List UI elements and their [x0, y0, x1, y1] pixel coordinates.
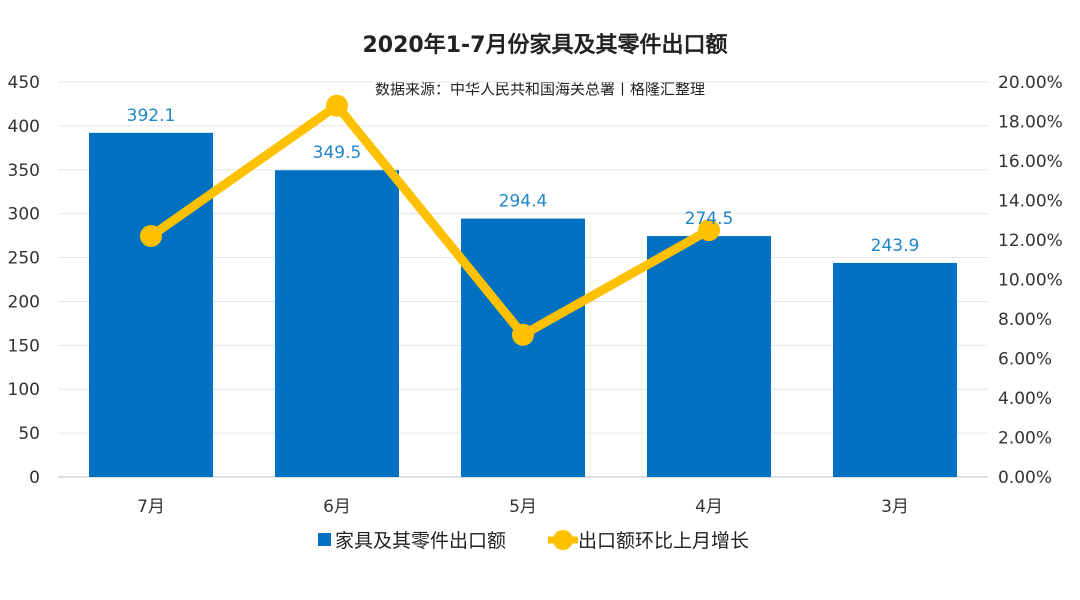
y-left-tick-label: 150 [8, 336, 40, 356]
legend-swatch-bar [318, 533, 331, 546]
y-left-tick-label: 350 [8, 161, 40, 181]
x-tick-label: 3月 [881, 497, 909, 517]
x-axis: 7月 6月 5月 4月 3月 [137, 497, 909, 517]
bar-series [89, 132, 957, 478]
y-right-tick-label: 8.00% [998, 310, 1052, 330]
bar-data-label: 274.5 [685, 209, 734, 229]
y-left-tick-label: 0 [29, 468, 40, 488]
bar [461, 218, 585, 478]
y-left-tick-label: 300 [8, 205, 40, 225]
bar [275, 170, 399, 477]
bar [833, 262, 957, 477]
x-tick-label: 7月 [137, 497, 165, 517]
y-right-tick-label: 6.00% [998, 350, 1052, 370]
y-right-tick-label: 20.00% [998, 73, 1063, 93]
y-right-tick-label: 2.00% [998, 429, 1052, 449]
x-tick-label: 6月 [323, 497, 351, 517]
bar-data-label: 294.4 [499, 192, 548, 212]
y-right-tick-label: 16.00% [998, 152, 1063, 172]
y-axis-right: 0.00% 2.00% 4.00% 6.00% 8.00% 10.00% 12.00% 14.… [998, 73, 1063, 488]
legend-label-bar: 家具及其零件出口额 [335, 530, 506, 552]
bar-data-label: 243.9 [871, 236, 920, 256]
y-left-tick-label: 200 [8, 292, 40, 312]
bar-data-label: 349.5 [313, 143, 362, 163]
y-left-tick-label: 50 [18, 424, 40, 444]
legend: 家具及其零件出口额 出口额环比上月增长 [318, 530, 749, 552]
line-series [140, 94, 720, 346]
x-tick-label: 5月 [509, 497, 537, 517]
y-right-tick-label: 4.00% [998, 389, 1052, 409]
chart-subtitle: 数据来源：中华人民共和国海关总署丨格隆汇整理 [375, 80, 705, 98]
bar [647, 236, 771, 477]
x-tick-label: 4月 [695, 497, 723, 517]
line-point [140, 225, 162, 248]
data-labels: 392.1 349.5 294.4 274.5 243.9 [127, 106, 920, 256]
y-left-tick-label: 450 [8, 73, 40, 93]
y-left-tick-label: 400 [8, 117, 40, 137]
y-left-tick-label: 100 [8, 380, 40, 400]
y-right-tick-label: 14.00% [998, 192, 1063, 212]
line-point [326, 94, 348, 117]
line-point [512, 323, 534, 346]
line-point [698, 219, 720, 242]
y-left-tick-label: 250 [8, 249, 40, 269]
chart-title: 2020年1-7月份家具及其零件出口额 [363, 32, 728, 58]
y-right-tick-label: 10.00% [998, 271, 1063, 291]
legend-marker-line [553, 530, 573, 550]
legend-label-line: 出口额环比上月增长 [578, 530, 749, 552]
y-right-tick-label: 12.00% [998, 231, 1063, 251]
y-axis-left: 0 50 100 150 200 250 300 350 400 450 [8, 73, 40, 488]
bar [89, 132, 213, 477]
y-right-tick-label: 0.00% [998, 468, 1052, 488]
y-right-tick-label: 18.00% [998, 113, 1063, 133]
bar-data-label: 392.1 [127, 106, 176, 126]
line-path [146, 101, 714, 340]
